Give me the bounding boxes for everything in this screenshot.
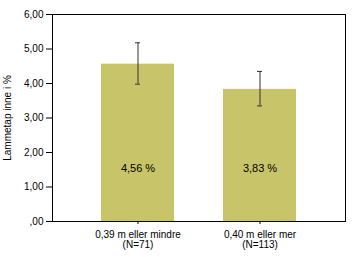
- svg-text:Lammetap inne i %: Lammetap inne i %: [2, 75, 13, 161]
- svg-text:2,00: 2,00: [24, 147, 44, 158]
- svg-text:6,00: 6,00: [24, 9, 44, 20]
- svg-text:,00: ,00: [30, 216, 44, 227]
- svg-text:3,00: 3,00: [24, 112, 44, 123]
- svg-text:4,00: 4,00: [24, 78, 44, 89]
- svg-text:5,00: 5,00: [24, 43, 44, 54]
- svg-text:4,56 %: 4,56 %: [121, 162, 155, 174]
- svg-text:0,39 m eller mindre(N=71): 0,39 m eller mindre(N=71): [95, 229, 181, 250]
- svg-text:0,40 m eller mer(N=113): 0,40 m eller mer(N=113): [224, 229, 297, 250]
- svg-text:1,00: 1,00: [24, 181, 44, 192]
- svg-text:3,83 %: 3,83 %: [243, 162, 277, 174]
